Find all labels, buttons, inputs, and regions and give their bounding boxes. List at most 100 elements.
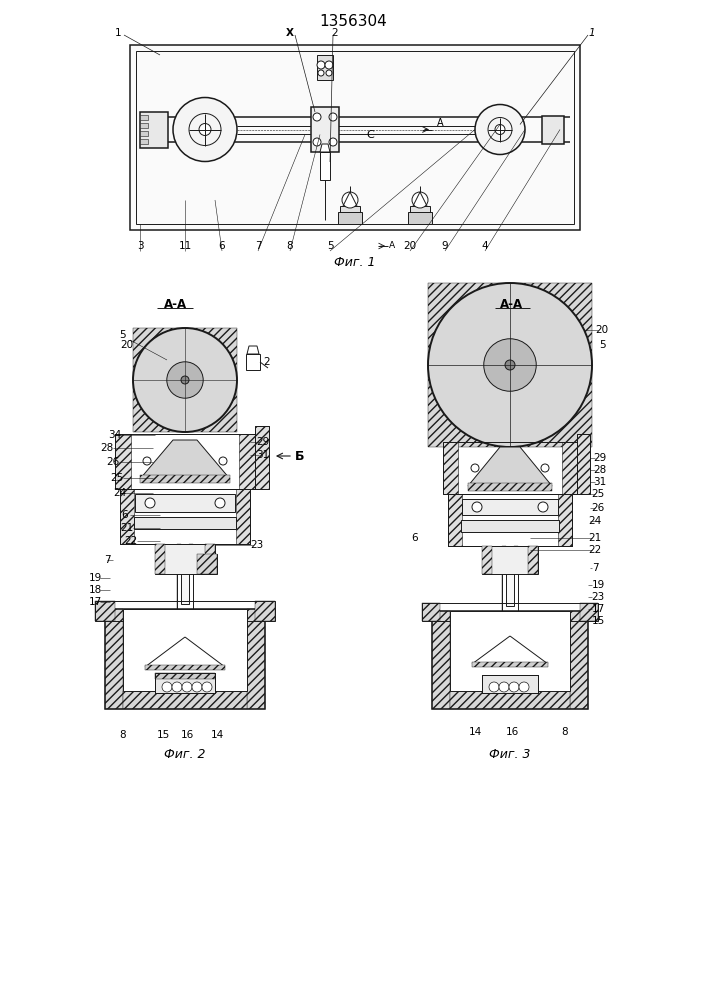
Circle shape	[162, 682, 172, 692]
Circle shape	[192, 682, 202, 692]
Bar	[528, 546, 538, 574]
Circle shape	[326, 70, 332, 76]
Text: 22: 22	[588, 545, 602, 555]
Bar	[432, 611, 588, 709]
Text: 6: 6	[122, 510, 128, 520]
Bar	[134, 517, 236, 529]
Bar	[448, 494, 572, 546]
Bar	[468, 483, 552, 491]
Bar	[197, 554, 217, 574]
Bar	[448, 494, 462, 546]
Text: 6: 6	[218, 241, 226, 251]
Bar	[140, 123, 148, 128]
Circle shape	[505, 360, 515, 370]
Bar	[105, 609, 265, 709]
Text: 31: 31	[257, 450, 269, 460]
Text: C: C	[366, 129, 374, 139]
Bar	[145, 665, 225, 670]
Bar	[580, 603, 598, 621]
Circle shape	[182, 682, 192, 692]
Text: Фиг. 3: Фиг. 3	[489, 748, 531, 762]
Bar	[177, 544, 193, 609]
Text: 5: 5	[119, 330, 127, 340]
Bar	[482, 546, 492, 574]
Bar	[120, 489, 250, 544]
Text: 14: 14	[468, 727, 481, 737]
Text: 8: 8	[119, 730, 127, 740]
Bar	[120, 489, 250, 544]
Bar	[558, 494, 572, 546]
Bar	[428, 283, 592, 447]
Text: 11: 11	[178, 241, 192, 251]
Polygon shape	[468, 447, 552, 486]
Bar	[105, 609, 123, 709]
Text: 14: 14	[211, 730, 223, 740]
Text: А: А	[389, 240, 395, 249]
Bar	[155, 673, 215, 693]
Text: Х: Х	[286, 28, 294, 38]
Bar	[502, 546, 518, 611]
Bar	[115, 434, 255, 489]
Text: 6: 6	[411, 533, 418, 543]
Bar	[140, 115, 148, 120]
Text: 20: 20	[404, 241, 416, 251]
Text: 29: 29	[593, 453, 607, 463]
Text: 4: 4	[481, 241, 489, 251]
Bar	[205, 544, 215, 574]
Text: 8: 8	[561, 727, 568, 737]
Text: Фиг. 1: Фиг. 1	[334, 255, 375, 268]
Bar	[472, 662, 548, 667]
Text: 34: 34	[108, 430, 122, 440]
Bar	[448, 494, 572, 546]
Bar	[482, 675, 538, 693]
Circle shape	[145, 498, 155, 508]
Circle shape	[215, 498, 225, 508]
Bar	[181, 549, 189, 604]
Circle shape	[325, 61, 333, 69]
Bar	[140, 139, 148, 144]
Circle shape	[329, 113, 337, 121]
Bar	[340, 206, 360, 224]
Text: А: А	[437, 118, 443, 128]
Bar	[514, 546, 518, 611]
Circle shape	[519, 682, 529, 692]
Bar	[432, 611, 450, 709]
Text: 19: 19	[591, 580, 604, 590]
Bar	[189, 544, 193, 609]
Bar	[450, 691, 570, 709]
Text: 21: 21	[120, 523, 134, 533]
Bar	[155, 673, 215, 693]
Circle shape	[317, 61, 325, 69]
Bar	[255, 601, 275, 621]
Bar	[570, 611, 588, 709]
Bar	[115, 434, 131, 489]
Bar	[133, 328, 237, 432]
Circle shape	[133, 328, 237, 432]
Polygon shape	[320, 144, 330, 152]
Text: 18: 18	[88, 585, 102, 595]
Polygon shape	[140, 440, 230, 479]
Circle shape	[313, 138, 321, 146]
Text: 7: 7	[104, 555, 110, 565]
Text: 16: 16	[180, 730, 194, 740]
Circle shape	[538, 502, 548, 512]
Circle shape	[329, 138, 337, 146]
Text: 16: 16	[506, 727, 519, 737]
Bar	[246, 354, 260, 370]
Bar	[450, 611, 570, 691]
Bar	[95, 601, 275, 621]
Bar	[577, 434, 590, 494]
Text: 28: 28	[100, 443, 114, 453]
Text: 1: 1	[115, 28, 122, 38]
Circle shape	[173, 98, 237, 161]
Bar	[542, 115, 564, 143]
Bar	[255, 426, 269, 489]
Circle shape	[428, 283, 592, 447]
Circle shape	[499, 682, 509, 692]
Text: 17: 17	[88, 597, 102, 607]
Text: 2: 2	[332, 28, 339, 38]
Text: 7: 7	[592, 563, 598, 573]
Bar	[461, 520, 559, 532]
Bar	[247, 609, 265, 709]
Bar	[422, 603, 598, 621]
